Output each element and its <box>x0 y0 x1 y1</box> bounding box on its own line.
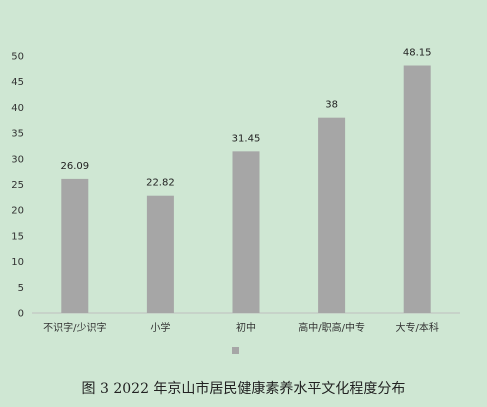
y-tick-label: 5 <box>18 283 24 294</box>
bar <box>318 117 346 314</box>
bar-value-label: 22.82 <box>146 178 175 189</box>
x-category-label: 高中/职高/中专 <box>298 321 365 334</box>
x-category-label: 初中 <box>236 321 256 334</box>
x-category-label: 小学 <box>150 321 170 334</box>
x-category-label: 大专/本科 <box>396 321 439 334</box>
bar-value-label: 38 <box>325 100 338 111</box>
y-tick-label: 10 <box>11 257 24 268</box>
data-labels: 26.09 22.82 31.45 38 48.15 <box>60 48 431 189</box>
bar <box>61 178 89 313</box>
bar <box>232 151 260 313</box>
legend-swatch <box>232 347 239 354</box>
bar <box>403 65 431 313</box>
y-tick-label: 35 <box>11 129 24 140</box>
bar-value-label: 31.45 <box>232 133 261 144</box>
bars <box>61 65 431 314</box>
y-tick-label: 25 <box>11 180 24 191</box>
y-axis-tick-labels: 0 5 10 15 20 25 30 35 40 45 50 <box>11 52 24 320</box>
x-axis-category-labels: 不识字/少识字 小学 初中 高中/职高/中专 大专/本科 <box>43 321 439 334</box>
y-tick-label: 20 <box>11 206 24 217</box>
y-tick-label: 15 <box>11 231 24 242</box>
bar-value-label: 48.15 <box>403 48 432 59</box>
y-tick-label: 30 <box>11 154 24 165</box>
y-tick-label: 40 <box>11 103 24 114</box>
x-category-label: 不识字/少识字 <box>43 321 106 334</box>
figure-caption: 图 3 2022 年京山市居民健康素养水平文化程度分布 <box>81 381 406 397</box>
y-tick-label: 45 <box>11 77 24 88</box>
y-tick-label: 0 <box>18 309 24 320</box>
y-tick-label: 50 <box>11 52 24 63</box>
bar <box>146 195 174 313</box>
bar-value-label: 26.09 <box>60 161 89 172</box>
